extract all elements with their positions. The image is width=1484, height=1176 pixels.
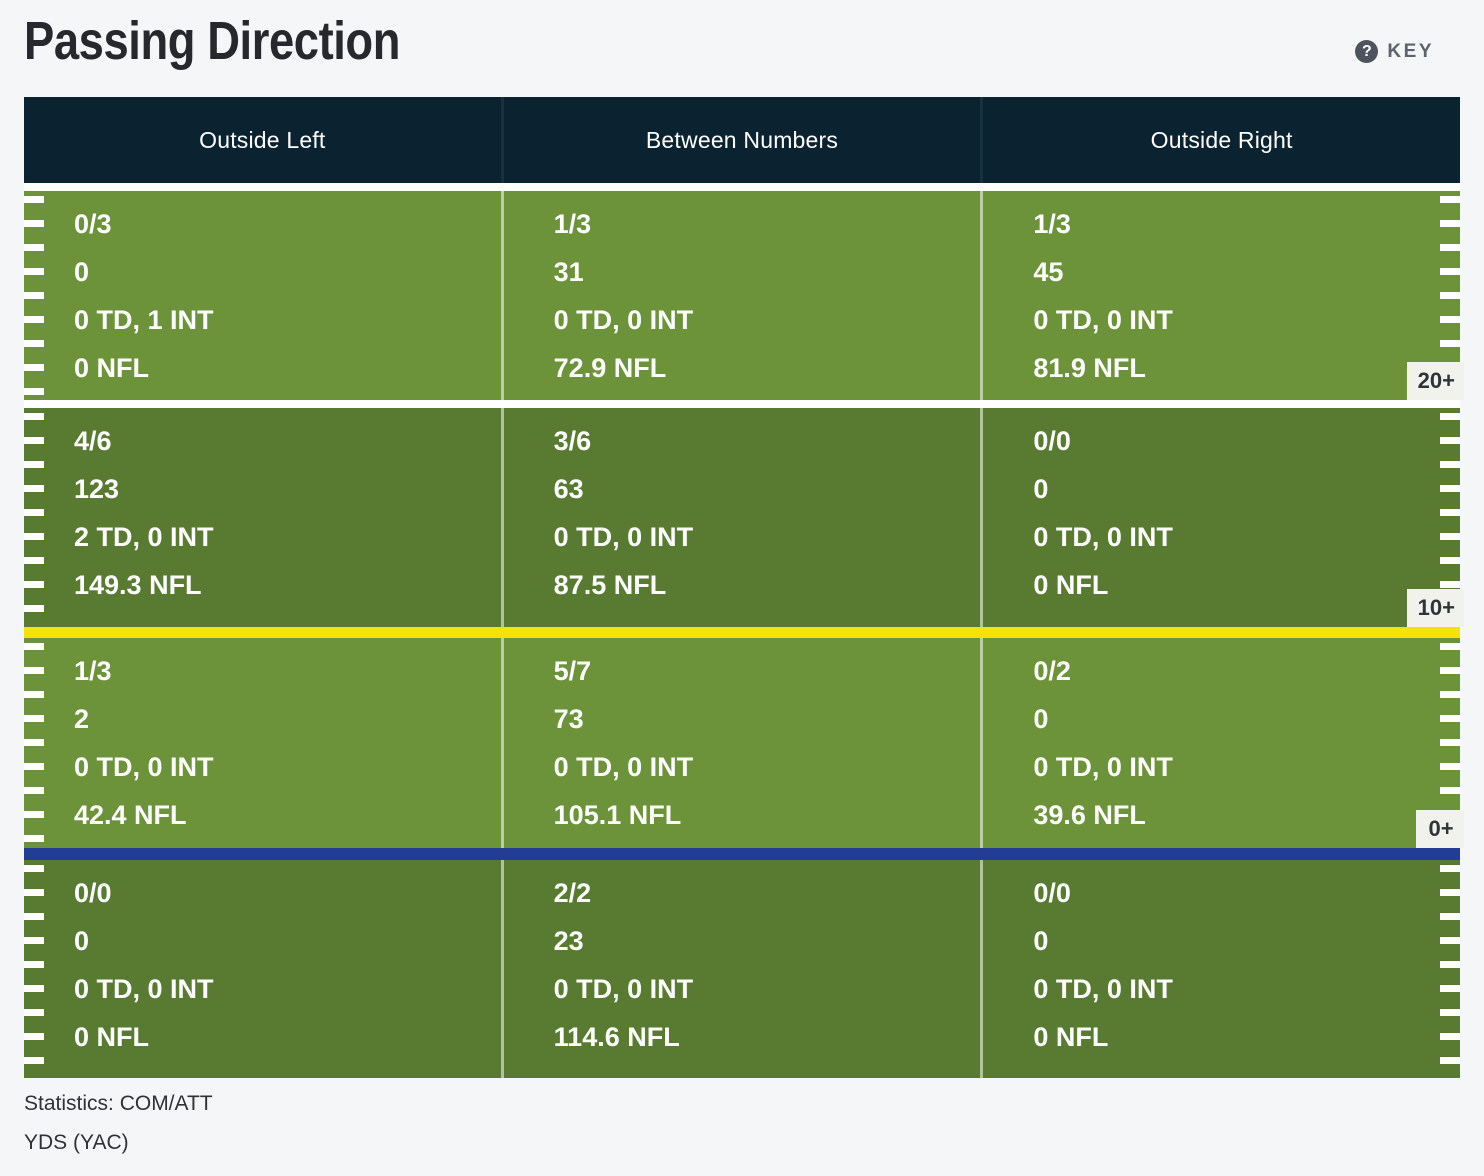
stat-nfl-rating: 105.1 NFL (553, 800, 682, 830)
stat-td-int: 0 TD, 0 INT (1033, 752, 1173, 782)
first-down-line (24, 627, 1460, 638)
stat-td-int: 0 TD, 0 INT (1033, 522, 1173, 552)
zone-behind-los: 0/0 0 0 TD, 0 INT 0 NFL 2/2 23 0 TD, 0 I… (24, 860, 1460, 1078)
row-gap (24, 400, 1460, 408)
stat-cell: 3/6 63 0 TD, 0 INT 87.5 NFL (503, 408, 981, 627)
stat-td-int: 0 TD, 0 INT (553, 752, 694, 782)
stat-yards: 0 (1033, 474, 1049, 504)
column-header-outside-right: Outside Right (983, 97, 1460, 183)
stats-legend-line1: Statistics: COM/ATT (24, 1092, 213, 1115)
stat-nfl-rating: 87.5 NFL (553, 570, 667, 600)
stat-cell: 4/6 123 2 TD, 0 INT 149.3 NFL (24, 408, 501, 627)
stat-nfl-rating: 39.6 NFL (1033, 800, 1146, 830)
stat-nfl-rating: 42.4 NFL (74, 800, 187, 830)
stat-com-att: 1/3 (1033, 209, 1071, 239)
zone-20-plus: 0/3 0 0 TD, 1 INT 0 NFL 1/3 31 0 TD, 0 I… (24, 191, 1464, 400)
stat-yards: 0 (1033, 704, 1049, 734)
key-button-label: KEY (1387, 40, 1434, 62)
stat-yards: 23 (553, 926, 584, 956)
stat-cell: 1/3 2 0 TD, 0 INT 42.4 NFL (24, 638, 501, 848)
stats-legend-line2: YDS (YAC) (24, 1131, 129, 1154)
stat-td-int: 0 TD, 0 INT (1033, 305, 1173, 335)
stat-nfl-rating: 0 NFL (1033, 570, 1109, 600)
stat-td-int: 0 TD, 0 INT (74, 974, 214, 1004)
stat-nfl-rating: 0 NFL (74, 353, 150, 383)
stat-cell: 0/0 0 0 TD, 0 INT 0 NFL (24, 860, 501, 1078)
stat-td-int: 0 TD, 0 INT (553, 305, 694, 335)
stat-nfl-rating: 72.9 NFL (553, 353, 667, 383)
stat-cell: 0/3 0 0 TD, 1 INT 0 NFL (24, 191, 501, 400)
topbar: Passing Direction ? KEY (0, 0, 1484, 97)
stat-td-int: 0 TD, 0 INT (553, 522, 694, 552)
stat-td-int: 0 TD, 0 INT (74, 752, 214, 782)
stat-td-int: 0 TD, 0 INT (1033, 974, 1173, 1004)
stat-com-att: 0/0 (1033, 878, 1071, 908)
stats-legend: Statistics: COM/ATT YDS (YAC) (24, 1084, 1460, 1162)
zone-0-plus: 1/3 2 0 TD, 0 INT 42.4 NFL 5/7 73 0 TD, … (24, 638, 1464, 848)
stat-td-int: 0 TD, 1 INT (74, 305, 214, 335)
depth-label-20-plus: 20+ (1406, 361, 1464, 400)
page-title: Passing Direction (24, 11, 401, 71)
stat-cell: 5/7 73 0 TD, 0 INT 105.1 NFL (503, 638, 981, 848)
column-header-between-numbers: Between Numbers (503, 97, 981, 183)
stat-cell: 2/2 23 0 TD, 0 INT 114.6 NFL (503, 860, 981, 1078)
stat-yards: 63 (553, 474, 584, 504)
line-of-scrimmage (24, 848, 1460, 860)
stat-nfl-rating: 114.6 NFL (553, 1022, 680, 1052)
depth-label-10-plus: 10+ (1406, 588, 1464, 627)
column-header-outside-left: Outside Left (24, 97, 501, 183)
stat-com-att: 5/7 (553, 656, 592, 686)
depth-label-0-plus: 0+ (1416, 809, 1464, 848)
stat-yards: 0 (74, 257, 90, 287)
stat-yards: 2 (74, 704, 90, 734)
stat-yards: 31 (553, 257, 584, 287)
stat-cell: 0/0 0 0 TD, 0 INT 0 NFL (983, 408, 1460, 627)
column-header-row: Outside Left Between Numbers Outside Rig… (24, 97, 1460, 183)
stat-com-att: 4/6 (74, 426, 112, 456)
stat-cell: 1/3 45 0 TD, 0 INT 81.9 NFL (983, 191, 1460, 400)
stat-td-int: 2 TD, 0 INT (74, 522, 214, 552)
stat-nfl-rating: 0 NFL (1033, 1022, 1109, 1052)
stat-com-att: 0/2 (1033, 656, 1071, 686)
help-circle-icon: ? (1355, 40, 1379, 63)
stat-com-att: 1/3 (74, 656, 112, 686)
stat-td-int: 0 TD, 0 INT (553, 974, 694, 1004)
stat-nfl-rating: 0 NFL (74, 1022, 150, 1052)
stat-cell: 0/0 0 0 TD, 0 INT 0 NFL (983, 860, 1460, 1078)
passing-direction-field: Outside Left Between Numbers Outside Rig… (24, 97, 1464, 1078)
stat-com-att: 0/3 (74, 209, 112, 239)
key-button[interactable]: ? KEY (1355, 40, 1434, 63)
stat-yards: 123 (74, 474, 120, 504)
stat-yards: 0 (74, 926, 90, 956)
stat-nfl-rating: 149.3 NFL (74, 570, 202, 600)
stat-com-att: 1/3 (553, 209, 592, 239)
stat-cell: 1/3 31 0 TD, 0 INT 72.9 NFL (503, 191, 981, 400)
stat-yards: 73 (553, 704, 584, 734)
stat-com-att: 0/0 (1033, 426, 1071, 456)
zone-10-plus: 4/6 123 2 TD, 0 INT 149.3 NFL 3/6 63 0 T… (24, 408, 1464, 627)
stat-com-att: 0/0 (74, 878, 112, 908)
stat-cell: 0/2 0 0 TD, 0 INT 39.6 NFL (983, 638, 1460, 848)
stat-yards: 0 (1033, 926, 1049, 956)
stat-yards: 45 (1033, 257, 1064, 287)
stat-com-att: 2/2 (553, 878, 592, 908)
stat-nfl-rating: 81.9 NFL (1033, 353, 1146, 383)
stat-com-att: 3/6 (553, 426, 592, 456)
row-gap (24, 183, 1460, 191)
